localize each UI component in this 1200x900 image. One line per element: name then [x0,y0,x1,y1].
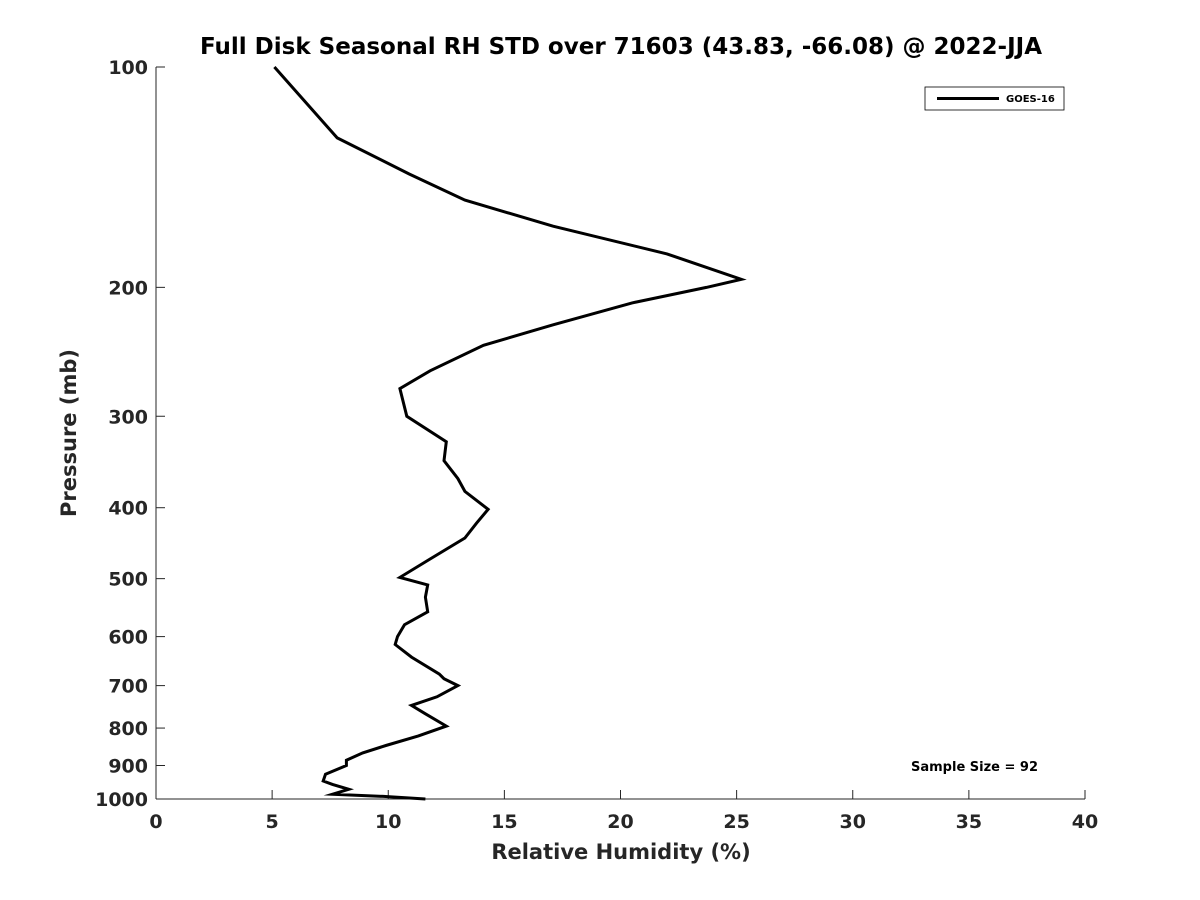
series-line-goes-16 [273,66,747,801]
x-tick-label: 25 [723,811,749,833]
y-tick-label: 600 [108,627,148,649]
legend-label: GOES-16 [1006,94,1055,105]
x-tick-label: 40 [1072,811,1098,833]
x-tick-label: 0 [149,811,162,833]
y-tick-label: 100 [108,57,148,79]
y-tick-label: 800 [108,718,148,740]
series-layer [273,66,747,801]
y-tick-label: 300 [108,406,148,428]
y-tick-label: 500 [108,569,148,591]
axis-ticks: 0 5 10 15 20 25 30 35 40 100 200 300 400 500 600 700 800… [95,57,1098,833]
x-tick-label: 35 [956,811,982,833]
x-tick-label: 15 [491,811,517,833]
y-tick-label: 400 [108,498,148,520]
y-axis-label: Pressure (mb) [57,349,81,517]
y-tick-label: 900 [108,756,148,778]
sample-size-note: Sample Size = 92 [911,760,1038,775]
y-tick-label: 200 [108,277,148,299]
x-tick-label: 10 [375,811,401,833]
x-tick-label: 5 [266,811,279,833]
legend: GOES-16 [924,86,1065,111]
chart-title: Full Disk Seasonal RH STD over 71603 (43… [200,34,1042,60]
x-tick-label: 20 [607,811,633,833]
x-tick-label: 30 [840,811,866,833]
x-axis-label: Relative Humidity (%) [491,840,750,864]
y-tick-label: 1000 [95,789,148,811]
y-tick-label: 700 [108,676,148,698]
